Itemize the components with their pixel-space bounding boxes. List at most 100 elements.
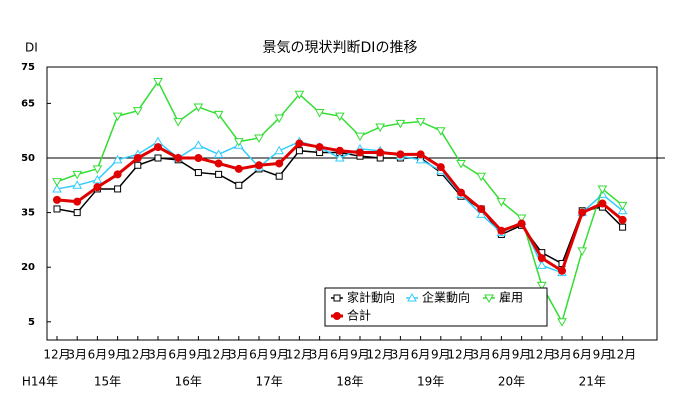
marker [295, 147, 303, 155]
marker [517, 219, 526, 228]
x-tick-label: 3月 [310, 348, 330, 362]
marker [537, 254, 546, 263]
marker [376, 148, 385, 157]
series [53, 147, 627, 268]
marker [174, 154, 183, 162]
marker [415, 118, 426, 127]
x-tick-label: 6月 [88, 348, 108, 362]
marker [254, 134, 264, 143]
marker [456, 159, 466, 169]
marker [618, 215, 627, 224]
marker [53, 195, 61, 204]
marker [194, 154, 203, 162]
x-tick-label: 9月 [108, 348, 128, 362]
marker [395, 119, 406, 129]
marker [355, 132, 365, 142]
marker [234, 164, 243, 173]
marker [415, 154, 426, 164]
marker [416, 150, 425, 159]
marker [335, 146, 344, 155]
marker [214, 159, 223, 168]
marker [213, 149, 224, 158]
marker [536, 281, 547, 291]
plot-frame [46, 66, 658, 341]
marker [333, 294, 341, 302]
marker [597, 185, 608, 194]
x-tick-label: 9月 [269, 348, 289, 362]
year-label: 20年 [498, 375, 525, 389]
marker [476, 209, 487, 218]
x-tick-label: 6月 [168, 348, 188, 362]
marker [516, 214, 527, 224]
marker [52, 178, 62, 187]
marker [112, 112, 123, 122]
marker [617, 201, 628, 211]
marker [295, 139, 304, 148]
y-tick-label: 5 [28, 317, 35, 328]
marker [333, 312, 341, 320]
x-tick-label: 3月 [391, 348, 411, 362]
marker [476, 172, 487, 182]
marker [334, 112, 345, 122]
marker [558, 266, 566, 275]
marker [275, 172, 283, 180]
marker [457, 188, 465, 197]
marker [619, 223, 627, 231]
year-label: 19年 [417, 375, 444, 389]
marker [193, 103, 204, 113]
series [53, 139, 627, 275]
marker [154, 143, 162, 152]
x-tick-label: 12月 [205, 348, 232, 362]
x-tick-label: 12月 [528, 348, 555, 362]
x-tick-label: 3月 [229, 348, 249, 362]
marker [154, 154, 162, 162]
marker [215, 170, 223, 178]
marker [235, 181, 243, 189]
x-tick-label: 6月 [572, 348, 592, 362]
marker [274, 114, 285, 123]
marker [407, 292, 417, 302]
x-tick-label: 12月 [286, 348, 313, 362]
marker [173, 118, 184, 127]
y-tick-label: 35 [21, 208, 35, 219]
x-tick-label: 3月 [471, 348, 491, 362]
marker [274, 145, 285, 155]
marker [194, 169, 202, 177]
marker [598, 199, 607, 208]
y-axis-label: DI [25, 41, 38, 55]
marker [72, 180, 83, 189]
year-label: H14年 [22, 375, 58, 389]
x-tick-label: 12月 [43, 348, 70, 362]
x-tick-label: 6月 [330, 348, 350, 362]
marker [72, 170, 83, 180]
year-label: 21年 [579, 375, 606, 389]
legend-label: 合計 [347, 308, 371, 323]
marker [134, 161, 142, 169]
marker [396, 150, 405, 159]
marker [233, 138, 244, 147]
marker [255, 161, 263, 170]
year-label: 16年 [175, 375, 202, 389]
x-tick-label: 12月 [124, 348, 151, 362]
y-tick-label: 65 [21, 98, 35, 109]
x-tick-label: 9月 [350, 348, 370, 362]
legend-label: 雇用 [499, 290, 523, 305]
marker [334, 152, 345, 162]
x-tick-label: 12月 [609, 348, 636, 362]
chart-title: 景気の現状判断DIの推移 [263, 40, 418, 56]
y-tick-label: 20 [21, 262, 35, 273]
x-tick-label: 3月 [552, 348, 572, 362]
marker [114, 185, 122, 193]
series-line [56, 141, 624, 274]
marker [315, 143, 324, 152]
marker [53, 205, 61, 213]
marker [52, 183, 62, 193]
y-tick-label: 75 [21, 62, 35, 73]
marker [375, 123, 386, 133]
x-tick-label: 3月 [67, 348, 87, 362]
marker [484, 294, 494, 304]
x-tick-label: 6月 [492, 348, 512, 362]
x-tick-label: 9月 [593, 348, 613, 362]
x-tick-label: 12月 [447, 348, 474, 362]
